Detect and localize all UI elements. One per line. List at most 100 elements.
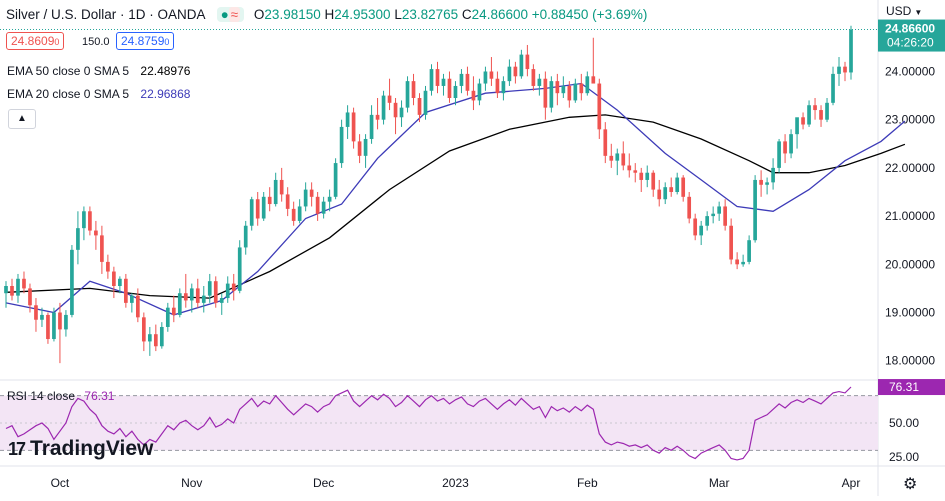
candle-body (159, 326, 164, 347)
candle-body (423, 90, 428, 115)
candle-body (513, 66, 518, 77)
candle-body (627, 165, 632, 171)
chevron-up-icon[interactable]: ▲ (8, 109, 36, 129)
rsi-label: RSI 14 close (7, 389, 76, 403)
candle-body (681, 177, 686, 197)
open-label: O (253, 7, 265, 22)
candle-body (82, 211, 86, 229)
buy-price: 24.8759 (121, 34, 165, 48)
candle-body (699, 225, 704, 236)
candle-body (124, 278, 128, 303)
ema20-legend[interactable]: EMA 20 close 0 SMA 5 22.96868 (7, 87, 190, 101)
candle-body (825, 102, 829, 120)
countdown-value: 04:26:20 (887, 36, 934, 50)
compare-toggle-icon[interactable]: ● ≈ (216, 7, 245, 22)
candle-body (795, 117, 799, 135)
candle-body (195, 288, 200, 303)
candle-body (201, 295, 206, 303)
candle-body (741, 261, 745, 265)
candle-body (291, 208, 296, 221)
candle-body (663, 187, 668, 200)
spread-value: 150.0 (82, 36, 110, 48)
candle-body (177, 293, 182, 315)
candle-body (705, 216, 710, 226)
candle-body (759, 179, 763, 185)
high-value: 24.95300 (334, 7, 391, 22)
candle-body (10, 286, 14, 296)
candle-body (561, 85, 566, 94)
time-tick-label: Feb (577, 476, 598, 490)
candle-body (453, 85, 458, 98)
time-tick-label: Oct (51, 476, 70, 490)
candle-body (807, 105, 811, 125)
gear-icon[interactable]: ⚙ (903, 476, 918, 493)
candle-body (669, 187, 674, 192)
tradingview-mark-icon: 17 (8, 439, 26, 459)
candle-body (471, 90, 476, 101)
ema50-legend[interactable]: EMA 50 close 0 SMA 5 22.48976 (7, 64, 190, 78)
candle-body (153, 334, 158, 347)
candle-body (555, 81, 560, 94)
rsi-tick-label: 25.00 (889, 450, 919, 464)
candle-body (687, 196, 692, 219)
rsi-value: 76.31 (84, 389, 115, 403)
candle-body (789, 134, 793, 154)
last-price-value: 24.86600 (885, 22, 935, 36)
candle-body (639, 172, 644, 180)
low-value: 23.82765 (401, 7, 459, 22)
candle-body (363, 138, 368, 156)
candle-body (597, 83, 602, 130)
price-tick-label: 23.00000 (885, 113, 935, 127)
candle-body (765, 182, 769, 185)
candle-body (411, 81, 416, 98)
candle-body (567, 85, 572, 101)
tradingview-logo[interactable]: 17 TradingView (8, 437, 153, 461)
currency-label: USD (886, 4, 912, 18)
candle-body (633, 170, 638, 173)
chevron-down-icon: ▼ (914, 8, 923, 17)
candle-body (579, 83, 584, 94)
candle-body (483, 71, 488, 84)
candle-body (417, 98, 422, 115)
candle-body (261, 196, 266, 219)
sell-button[interactable]: 24.86090 (6, 32, 65, 50)
tradingview-wordmark: TradingView (30, 437, 154, 460)
candle-body (651, 172, 656, 190)
candle-body (309, 189, 314, 197)
candle-body (783, 141, 787, 154)
candle-body (141, 317, 146, 342)
candle-body (801, 117, 805, 125)
last-price-tag (878, 19, 945, 52)
ema20-value: 22.96868 (140, 87, 191, 101)
candle-body (339, 126, 344, 164)
candle-body (34, 305, 38, 320)
candle-body (735, 259, 739, 265)
candle-body (40, 314, 44, 320)
currency-dropdown[interactable]: USD ▼ (886, 4, 922, 18)
symbol-title[interactable]: Silver / U.S. Dollar · 1D · OANDA (6, 7, 205, 22)
low-label: L (394, 7, 402, 22)
candle-body (225, 283, 230, 299)
candle-body (52, 312, 56, 340)
candle-body (657, 189, 662, 200)
candle-body (849, 29, 853, 73)
candle-body (315, 196, 320, 214)
price-tick-label: 22.00000 (885, 161, 935, 175)
price-tick-label: 20.00000 (885, 257, 935, 271)
price-tick-label: 19.00000 (885, 306, 935, 320)
candle-body (28, 288, 32, 306)
candle-body (531, 69, 536, 86)
candle-body (345, 112, 350, 127)
high-label: H (324, 7, 335, 22)
candle-body (297, 206, 302, 221)
candle-body (147, 334, 152, 342)
candle-body (267, 196, 272, 205)
ema50-label: EMA 50 close 0 SMA 5 (7, 64, 130, 78)
candle-body (70, 249, 74, 315)
candle-body (549, 81, 554, 108)
candle-body (543, 78, 548, 108)
buy-button[interactable]: 24.87590 (116, 32, 175, 50)
rsi-legend[interactable]: RSI 14 close 76.31 (7, 389, 114, 403)
